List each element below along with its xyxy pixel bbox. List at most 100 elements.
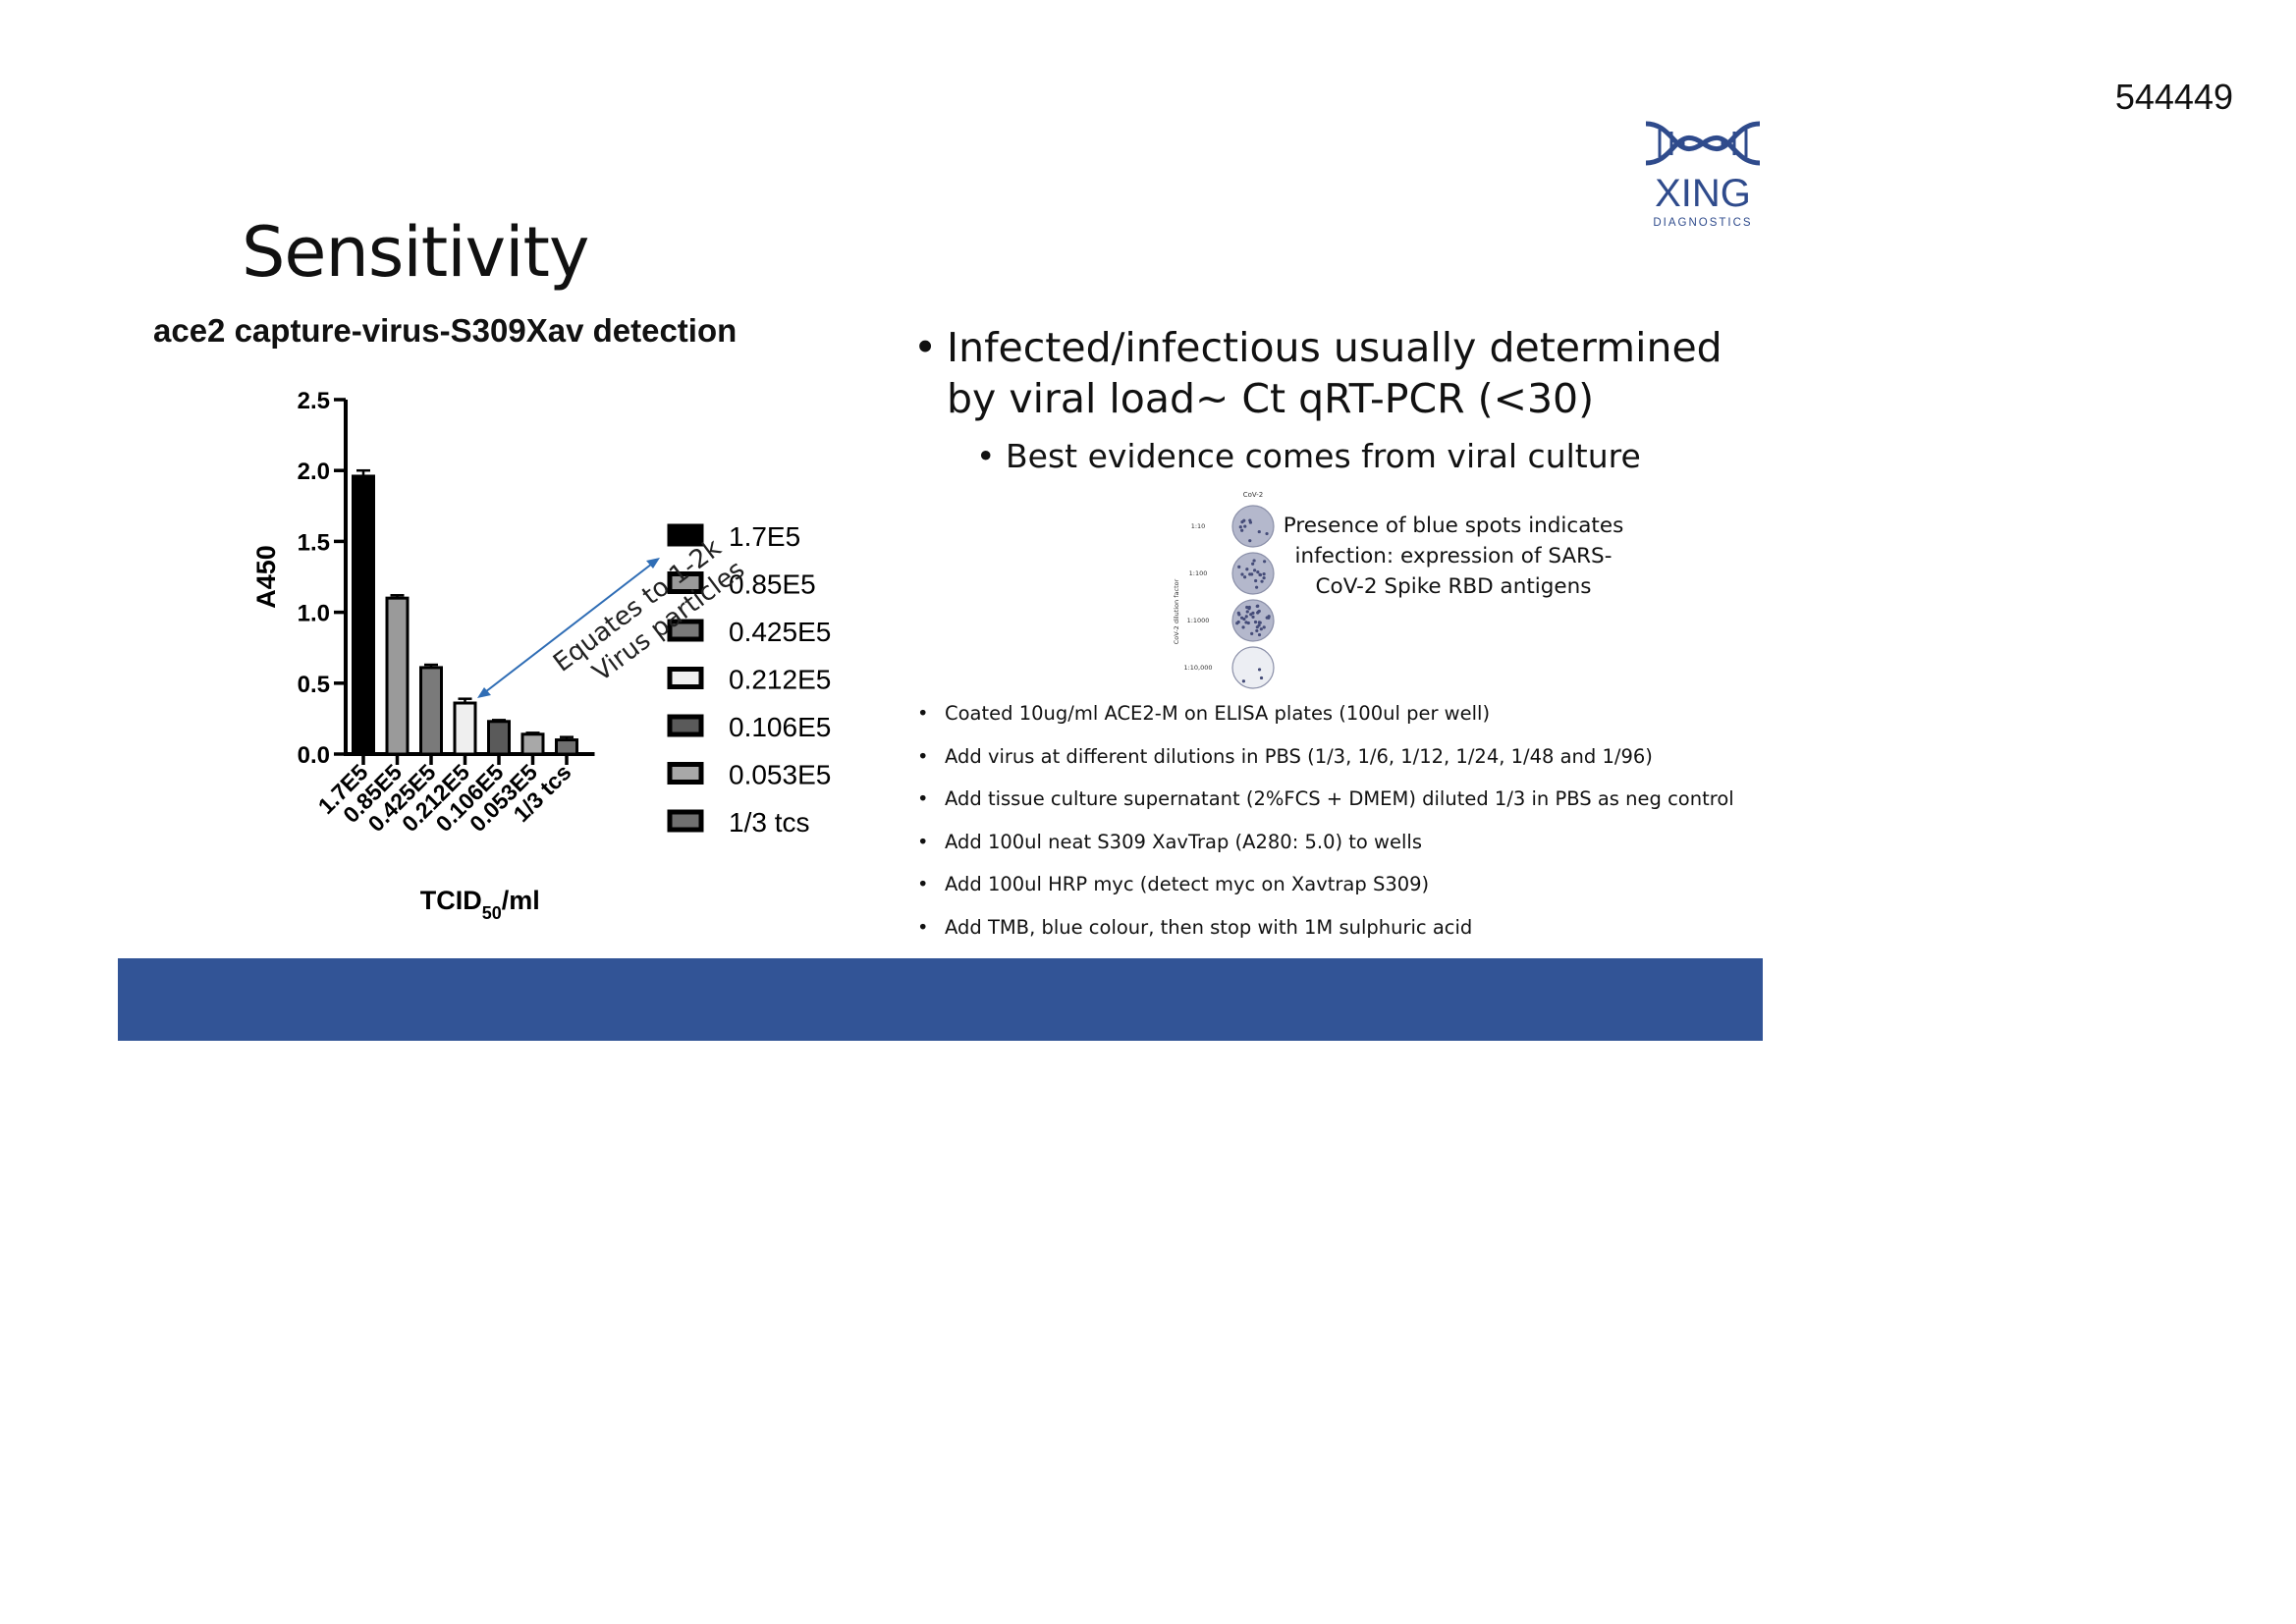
sub-bullet: Best evidence comes from viral culture bbox=[976, 434, 1758, 479]
blue-spot bbox=[1259, 627, 1263, 631]
legend-label: 1.7E5 bbox=[729, 521, 800, 552]
blue-spot bbox=[1237, 613, 1241, 617]
document-id: 544449 bbox=[2114, 77, 2233, 117]
plate-row-label: 1:1000 bbox=[1187, 617, 1210, 624]
blue-spot bbox=[1258, 621, 1262, 624]
annotation-text: Equates to 1-2kVirus particles bbox=[548, 530, 750, 704]
legend-label: 0.85E5 bbox=[729, 569, 816, 600]
culture-well bbox=[1231, 646, 1275, 689]
annotation-arrow bbox=[480, 560, 657, 696]
legend-swatch bbox=[667, 571, 704, 594]
blue-spot bbox=[1243, 524, 1247, 528]
blue-spot bbox=[1258, 572, 1263, 577]
legend-swatch bbox=[667, 714, 704, 737]
blue-spot bbox=[1262, 572, 1266, 576]
bar bbox=[385, 596, 410, 756]
y-tick-label: 0.5 bbox=[298, 672, 330, 698]
y-tick-label: 0.0 bbox=[298, 742, 330, 769]
protocol-step: Add 100ul HRP myc (detect myc on Xavtrap… bbox=[913, 863, 1777, 906]
company-logo: XING DIAGNOSTICS bbox=[1645, 121, 1761, 229]
blue-spot bbox=[1257, 632, 1262, 637]
protocol-step: Add TMB, blue colour, then stop with 1M … bbox=[913, 906, 1777, 949]
bullet-list: Infected/infectious usually determined b… bbox=[913, 322, 1758, 479]
bar-chart: 0.0 0.5 1.0 1.5 2.0 2.5 A450 1.7E5 0.85E5 0.425E5… bbox=[251, 388, 831, 923]
chart-title: ace2 capture-virus-S309Xav detection bbox=[153, 312, 738, 349]
blue-spot bbox=[1263, 560, 1267, 564]
culture-well bbox=[1231, 505, 1275, 548]
legend-label: 0.212E5 bbox=[729, 665, 831, 695]
legend-swatch bbox=[667, 619, 704, 642]
y-axis-label: A450 bbox=[251, 545, 281, 609]
main-bullet: Infected/infectious usually determined b… bbox=[913, 322, 1758, 424]
blue-spot bbox=[1240, 520, 1244, 524]
slide-title: Sensitivity bbox=[242, 212, 589, 293]
blue-spot bbox=[1265, 531, 1269, 536]
blue-spot bbox=[1257, 609, 1261, 614]
blue-spot bbox=[1245, 605, 1249, 610]
viral-culture-plate-image: CoV-2 CoV-2 dilution factor 1:10 1:100 1:1… bbox=[1173, 491, 1275, 689]
blue-spot bbox=[1240, 528, 1244, 532]
y-tick-label: 1.5 bbox=[298, 529, 330, 556]
legend-label: 1/3 tcs bbox=[729, 807, 809, 838]
blue-spot bbox=[1245, 610, 1249, 614]
blue-spot bbox=[1251, 611, 1255, 615]
bar bbox=[520, 732, 545, 756]
blue-spot bbox=[1250, 572, 1254, 576]
plate-side-label: CoV-2 dilution factor bbox=[1173, 578, 1180, 644]
plate-header: CoV-2 bbox=[1243, 491, 1264, 499]
legend-label: 0.053E5 bbox=[729, 760, 831, 790]
blue-spot bbox=[1257, 529, 1261, 534]
bar bbox=[555, 738, 578, 756]
legend-swatch bbox=[667, 667, 704, 689]
blue-spot bbox=[1241, 679, 1246, 683]
slide: XING DIAGNOSTICS Sensitivity ace2 captur… bbox=[118, 118, 1763, 1041]
arrow-head-start bbox=[477, 687, 491, 698]
blue-spot bbox=[1254, 578, 1258, 583]
y-tick-label: 2.0 bbox=[298, 459, 330, 485]
blue-spot bbox=[1250, 631, 1254, 635]
blue-spot bbox=[1239, 616, 1244, 620]
logo-subtext: DIAGNOSTICS bbox=[1653, 217, 1752, 229]
x-axis-label: TCID50/ml bbox=[420, 886, 540, 923]
blue-spot bbox=[1259, 676, 1264, 680]
blue-spot bbox=[1248, 518, 1252, 522]
blue-spot bbox=[1253, 620, 1258, 624]
protocol-step: Coated 10ug/ml ACE2-M on ELISA plates (1… bbox=[913, 692, 1777, 735]
footer-bar bbox=[118, 958, 1763, 1041]
blue-spot bbox=[1256, 570, 1260, 574]
culture-well bbox=[1231, 599, 1275, 642]
bar bbox=[419, 666, 443, 756]
plate-row-label: 1:10,000 bbox=[1183, 664, 1212, 672]
protocol-step: Add 100ul neat S309 XavTrap (A280: 5.0) … bbox=[913, 821, 1777, 864]
blue-spot bbox=[1248, 539, 1252, 543]
legend-label: 0.425E5 bbox=[729, 617, 831, 647]
blue-spot bbox=[1246, 621, 1250, 625]
legend-swatch bbox=[667, 762, 704, 785]
y-tick-label: 2.5 bbox=[298, 388, 330, 414]
blue-spot bbox=[1241, 625, 1245, 629]
blue-spot bbox=[1236, 620, 1240, 624]
blue-spot bbox=[1240, 572, 1244, 576]
blue-spot bbox=[1260, 579, 1264, 583]
blue-spot bbox=[1255, 604, 1259, 609]
blue-spot bbox=[1237, 565, 1241, 568]
blue-spot bbox=[1252, 559, 1256, 563]
blue-spot bbox=[1244, 615, 1248, 619]
plate-row-label: 1:100 bbox=[1189, 569, 1208, 577]
blue-spot bbox=[1255, 628, 1259, 633]
blue-spot bbox=[1257, 668, 1262, 672]
blue-spot bbox=[1245, 568, 1249, 571]
logo-text: XING bbox=[1655, 172, 1751, 215]
bar bbox=[487, 720, 511, 756]
dna-helix-icon bbox=[1645, 121, 1761, 166]
blue-spot bbox=[1238, 525, 1242, 529]
blue-spot bbox=[1251, 615, 1255, 619]
blue-spot bbox=[1255, 585, 1259, 589]
protocol-steps: Coated 10ug/ml ACE2-M on ELISA plates (1… bbox=[913, 692, 1777, 948]
blue-spot bbox=[1255, 625, 1259, 629]
arrow-head-end bbox=[646, 558, 660, 568]
bar bbox=[352, 474, 375, 756]
protocol-step: Add tissue culture supernatant (2%FCS + … bbox=[913, 778, 1777, 821]
y-tick-label: 1.0 bbox=[298, 601, 330, 627]
legend-swatch bbox=[667, 809, 704, 833]
